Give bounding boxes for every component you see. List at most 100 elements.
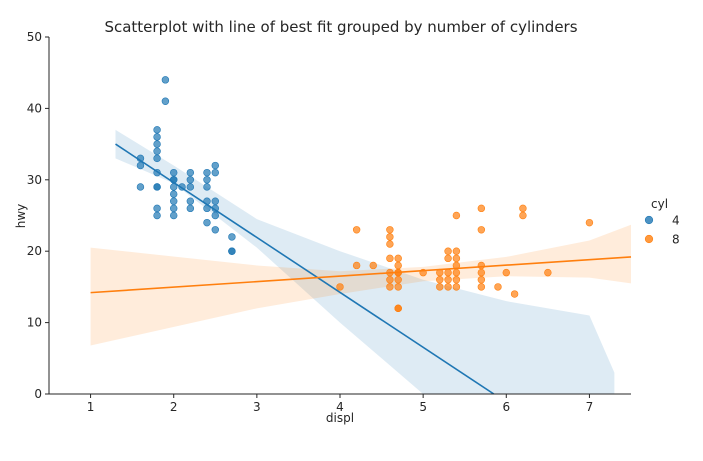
data-point-4 (161, 97, 170, 105)
legend-title: cyl (651, 197, 668, 211)
data-point-4 (170, 183, 178, 191)
data-point-4 (186, 197, 195, 205)
data-point-4 (203, 176, 211, 184)
data-point-8 (386, 226, 394, 234)
data-point-4 (161, 76, 170, 84)
legend-label-4: 4 (672, 214, 680, 228)
legend-items: 48 (644, 214, 680, 247)
data-point-4 (203, 168, 211, 177)
data-point-8 (452, 254, 461, 263)
data-point-4 (203, 218, 211, 227)
x-tick-label: 4 (336, 400, 344, 414)
data-point-4 (203, 204, 211, 213)
data-point-8 (494, 283, 502, 291)
data-point-8 (519, 211, 527, 220)
data-point-8 (477, 283, 486, 291)
x-axis-label: displ (326, 411, 354, 425)
data-point-4 (170, 176, 178, 184)
data-point-8 (502, 268, 510, 277)
data-point-4 (211, 226, 219, 234)
data-point-8 (452, 247, 461, 255)
legend-marker-4 (644, 215, 654, 225)
data-point-8 (444, 268, 452, 277)
y-tick-label: 50 (27, 30, 42, 44)
data-points (136, 76, 594, 313)
data-point-8 (477, 226, 486, 234)
data-point-4 (136, 154, 145, 163)
data-point-8 (352, 226, 361, 234)
data-point-4 (153, 154, 161, 163)
data-point-4 (186, 204, 195, 213)
data-point-8 (444, 254, 452, 263)
y-tick-label: 30 (27, 173, 42, 187)
data-point-8 (444, 276, 452, 284)
data-point-4 (170, 197, 178, 205)
data-point-4 (136, 183, 145, 191)
data-point-8 (386, 240, 394, 248)
data-point-8 (394, 254, 402, 263)
data-point-8 (477, 276, 486, 284)
y-axis-label: hwy (14, 204, 28, 229)
data-point-8 (394, 304, 402, 313)
fit-line-8 (90, 256, 632, 294)
y-tick-label: 0 (34, 387, 42, 401)
data-point-4 (228, 247, 236, 255)
data-point-8 (352, 261, 361, 270)
data-point-8 (452, 211, 461, 220)
chart-title: Scatterplot with line of best fit groupe… (104, 18, 577, 36)
data-point-4 (211, 168, 219, 177)
data-point-8 (477, 261, 486, 270)
data-point-8 (519, 204, 527, 213)
data-point-8 (477, 204, 486, 213)
data-point-4 (211, 197, 219, 205)
data-point-4 (153, 133, 161, 141)
data-point-4 (170, 168, 178, 177)
data-point-8 (452, 261, 461, 270)
data-point-4 (170, 204, 178, 213)
data-point-4 (136, 161, 145, 170)
data-point-4 (211, 211, 219, 220)
data-point-4 (228, 233, 236, 241)
data-point-8 (394, 276, 402, 284)
legend-marker-8 (644, 234, 654, 244)
data-point-8 (394, 283, 402, 291)
x-tick-label: 6 (502, 400, 510, 414)
x-tick-label: 5 (419, 400, 427, 414)
data-point-4 (186, 176, 195, 184)
data-point-8 (419, 268, 427, 277)
data-point-8 (544, 268, 552, 277)
data-point-4 (170, 211, 178, 220)
data-point-8 (444, 247, 452, 255)
data-point-8 (386, 276, 394, 284)
data-point-8 (444, 283, 452, 291)
data-point-8 (386, 254, 394, 263)
data-point-4 (170, 190, 178, 198)
data-point-8 (369, 261, 377, 270)
data-point-8 (452, 276, 461, 284)
data-point-8 (436, 283, 444, 291)
data-point-8 (477, 268, 486, 277)
data-point-8 (452, 268, 461, 277)
data-point-8 (510, 290, 519, 298)
data-point-8 (386, 233, 394, 241)
data-point-8 (386, 268, 394, 277)
x-tick-label: 3 (253, 400, 261, 414)
y-tick-label: 40 (27, 101, 42, 115)
y-axis-ticks: 0 10 20 30 40 50 (27, 30, 49, 401)
data-point-4 (186, 183, 195, 191)
data-point-4 (153, 204, 161, 213)
data-point-4 (153, 211, 161, 220)
ci-band-8 (90, 224, 632, 346)
ci-band-4 (115, 129, 615, 394)
data-point-4 (153, 183, 161, 191)
x-axis-ticks: 1 2 3 4 5 6 7 (87, 394, 593, 414)
legend: cyl 48 (644, 197, 680, 247)
data-point-8 (436, 276, 444, 284)
data-point-8 (394, 268, 402, 277)
data-point-8 (585, 218, 594, 227)
x-tick-label: 1 (87, 400, 95, 414)
data-point-4 (211, 161, 219, 170)
data-point-8 (336, 283, 344, 291)
